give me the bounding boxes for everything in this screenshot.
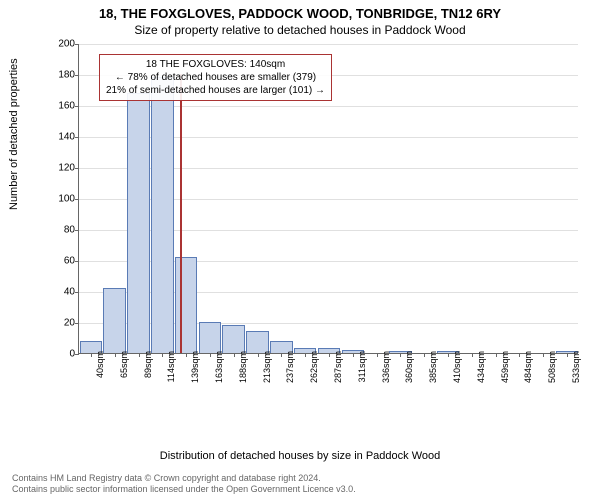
- bar: [199, 322, 222, 353]
- x-tick-label: 508sqm: [547, 351, 557, 383]
- x-tick-label: 262sqm: [309, 351, 319, 383]
- y-tick-label: 40: [51, 287, 75, 298]
- x-tick-mark: [139, 353, 140, 357]
- x-tick-mark: [162, 353, 163, 357]
- x-tick-label: 484sqm: [523, 351, 533, 383]
- x-tick-label: 213sqm: [262, 351, 272, 383]
- x-tick-label: 385sqm: [428, 351, 438, 383]
- annotation-line: 18 THE FOXGLOVES: 140sqm: [106, 58, 325, 71]
- x-tick-label: 163sqm: [214, 351, 224, 383]
- x-tick-label: 410sqm: [452, 351, 462, 383]
- chart-title-sub: Size of property relative to detached ho…: [0, 21, 600, 41]
- y-tick-mark: [75, 261, 79, 262]
- x-tick-mark: [567, 353, 568, 357]
- bar: [103, 288, 126, 353]
- x-tick-mark: [472, 353, 473, 357]
- bar: [151, 77, 174, 353]
- y-tick-label: 120: [51, 163, 75, 174]
- chart-area: 02040608010012014016018020040sqm65sqm89s…: [48, 44, 588, 414]
- y-tick-mark: [75, 230, 79, 231]
- x-tick-label: 287sqm: [333, 351, 343, 383]
- x-tick-mark: [186, 353, 187, 357]
- x-tick-label: 40sqm: [95, 351, 105, 378]
- x-tick-label: 188sqm: [238, 351, 248, 383]
- x-tick-mark: [234, 353, 235, 357]
- x-tick-label: 336sqm: [381, 351, 391, 383]
- x-tick-label: 139sqm: [190, 351, 200, 383]
- chart-container: 18, THE FOXGLOVES, PADDOCK WOOD, TONBRID…: [0, 0, 600, 500]
- footer-attribution: Contains HM Land Registry data © Crown c…: [12, 473, 356, 496]
- x-tick-label: 311sqm: [357, 351, 367, 382]
- y-tick-mark: [75, 44, 79, 45]
- x-tick-mark: [305, 353, 306, 357]
- x-tick-mark: [210, 353, 211, 357]
- bar: [246, 331, 269, 353]
- x-tick-mark: [519, 353, 520, 357]
- annotation-line: 21% of semi-detached houses are larger (…: [106, 84, 325, 97]
- x-tick-label: 459sqm: [500, 351, 510, 383]
- y-tick-label: 140: [51, 132, 75, 143]
- y-tick-mark: [75, 323, 79, 324]
- x-tick-mark: [448, 353, 449, 357]
- y-tick-label: 60: [51, 256, 75, 267]
- y-tick-mark: [75, 199, 79, 200]
- x-tick-label: 65sqm: [119, 351, 129, 378]
- x-tick-label: 533sqm: [571, 351, 581, 383]
- y-tick-label: 80: [51, 225, 75, 236]
- y-tick-label: 160: [51, 101, 75, 112]
- x-tick-mark: [496, 353, 497, 357]
- y-tick-mark: [75, 106, 79, 107]
- y-tick-label: 20: [51, 318, 75, 329]
- x-tick-mark: [91, 353, 92, 357]
- y-tick-label: 180: [51, 70, 75, 81]
- footer-line-2: Contains public sector information licen…: [12, 484, 356, 496]
- x-tick-label: 89sqm: [143, 351, 153, 378]
- annotation-box: 18 THE FOXGLOVES: 140sqm← 78% of detache…: [99, 54, 332, 101]
- x-tick-mark: [353, 353, 354, 357]
- x-tick-mark: [258, 353, 259, 357]
- annotation-line: ← 78% of detached houses are smaller (37…: [106, 71, 325, 84]
- chart-title-main: 18, THE FOXGLOVES, PADDOCK WOOD, TONBRID…: [0, 0, 600, 21]
- y-tick-mark: [75, 137, 79, 138]
- y-tick-mark: [75, 354, 79, 355]
- marker-line: [180, 74, 182, 353]
- x-tick-mark: [424, 353, 425, 357]
- y-tick-label: 0: [51, 349, 75, 360]
- y-tick-label: 100: [51, 194, 75, 205]
- bar: [175, 257, 198, 353]
- x-tick-mark: [543, 353, 544, 357]
- x-tick-label: 237sqm: [285, 351, 295, 383]
- y-axis-label: Number of detached properties: [8, 58, 20, 210]
- x-tick-label: 114sqm: [166, 351, 176, 382]
- x-tick-mark: [281, 353, 282, 357]
- x-tick-mark: [329, 353, 330, 357]
- bar: [222, 325, 245, 353]
- bar: [127, 93, 150, 353]
- x-tick-label: 434sqm: [476, 351, 486, 383]
- x-tick-mark: [377, 353, 378, 357]
- y-tick-mark: [75, 168, 79, 169]
- footer-line-1: Contains HM Land Registry data © Crown c…: [12, 473, 356, 485]
- x-axis-label: Distribution of detached houses by size …: [0, 450, 600, 462]
- y-tick-mark: [75, 292, 79, 293]
- x-tick-mark: [400, 353, 401, 357]
- x-tick-label: 360sqm: [404, 351, 414, 383]
- x-tick-mark: [115, 353, 116, 357]
- y-tick-label: 200: [51, 39, 75, 50]
- gridline: [79, 44, 578, 45]
- plot-area: 02040608010012014016018020040sqm65sqm89s…: [78, 44, 578, 354]
- y-tick-mark: [75, 75, 79, 76]
